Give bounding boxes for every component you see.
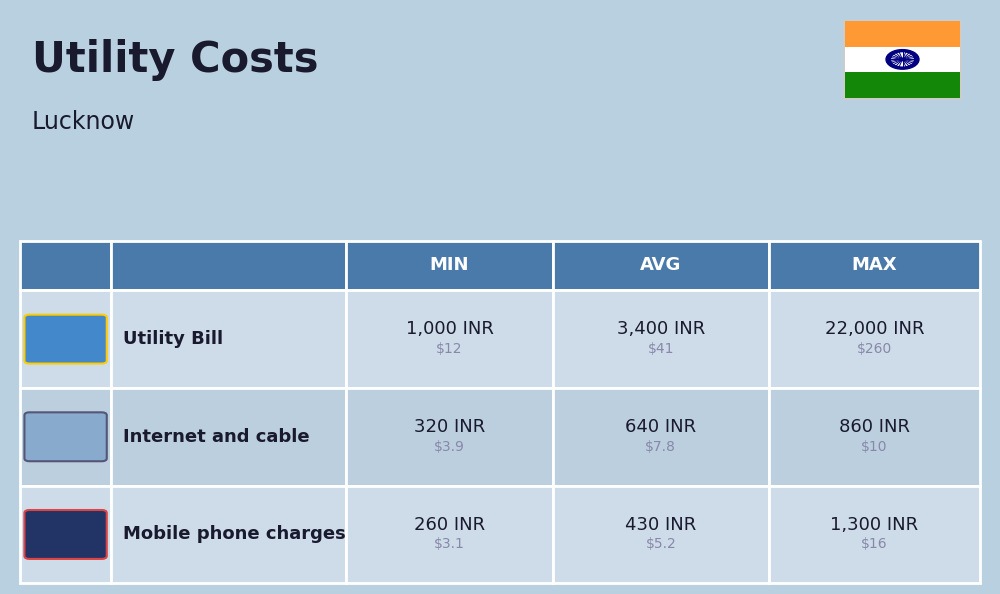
Text: 1,000 INR: 1,000 INR xyxy=(406,320,494,339)
FancyBboxPatch shape xyxy=(111,241,346,290)
FancyBboxPatch shape xyxy=(24,315,107,364)
Text: Mobile phone charges: Mobile phone charges xyxy=(123,526,346,544)
Text: 3,400 INR: 3,400 INR xyxy=(617,320,705,339)
Text: $7.8: $7.8 xyxy=(645,440,676,454)
Text: $3.1: $3.1 xyxy=(434,537,465,551)
Text: 320 INR: 320 INR xyxy=(414,418,485,436)
Text: $3.9: $3.9 xyxy=(434,440,465,454)
Text: $260: $260 xyxy=(857,342,892,356)
FancyBboxPatch shape xyxy=(24,412,107,462)
Text: $16: $16 xyxy=(861,537,888,551)
FancyBboxPatch shape xyxy=(845,72,960,98)
Text: 260 INR: 260 INR xyxy=(414,516,485,533)
FancyBboxPatch shape xyxy=(111,290,346,388)
Text: $5.2: $5.2 xyxy=(645,537,676,551)
FancyBboxPatch shape xyxy=(553,388,769,486)
FancyBboxPatch shape xyxy=(845,21,960,46)
Text: Utility Costs: Utility Costs xyxy=(32,39,318,81)
FancyBboxPatch shape xyxy=(111,388,346,486)
FancyBboxPatch shape xyxy=(553,241,769,290)
FancyBboxPatch shape xyxy=(553,486,769,583)
Text: MAX: MAX xyxy=(852,257,897,274)
Text: MIN: MIN xyxy=(430,257,469,274)
FancyBboxPatch shape xyxy=(553,290,769,388)
FancyBboxPatch shape xyxy=(346,486,553,583)
Text: $12: $12 xyxy=(436,342,463,356)
FancyBboxPatch shape xyxy=(20,290,111,388)
FancyBboxPatch shape xyxy=(769,241,980,290)
FancyBboxPatch shape xyxy=(111,486,346,583)
Text: $10: $10 xyxy=(861,440,888,454)
Text: 640 INR: 640 INR xyxy=(625,418,696,436)
Circle shape xyxy=(901,58,904,61)
Text: 22,000 INR: 22,000 INR xyxy=(825,320,924,339)
Text: 1,300 INR: 1,300 INR xyxy=(830,516,918,533)
FancyBboxPatch shape xyxy=(769,486,980,583)
FancyBboxPatch shape xyxy=(843,20,962,100)
FancyBboxPatch shape xyxy=(20,486,111,583)
FancyBboxPatch shape xyxy=(20,388,111,486)
FancyBboxPatch shape xyxy=(20,241,111,290)
Text: 860 INR: 860 INR xyxy=(839,418,910,436)
Text: AVG: AVG xyxy=(640,257,681,274)
Text: 430 INR: 430 INR xyxy=(625,516,696,533)
FancyBboxPatch shape xyxy=(769,290,980,388)
Text: Lucknow: Lucknow xyxy=(32,110,135,134)
Text: Utility Bill: Utility Bill xyxy=(123,330,223,348)
Circle shape xyxy=(892,53,913,66)
FancyBboxPatch shape xyxy=(845,46,960,72)
FancyBboxPatch shape xyxy=(346,241,553,290)
FancyBboxPatch shape xyxy=(346,290,553,388)
Text: Internet and cable: Internet and cable xyxy=(123,428,310,446)
FancyBboxPatch shape xyxy=(769,388,980,486)
Text: $41: $41 xyxy=(648,342,674,356)
Circle shape xyxy=(886,50,919,69)
FancyBboxPatch shape xyxy=(24,510,107,559)
FancyBboxPatch shape xyxy=(346,388,553,486)
